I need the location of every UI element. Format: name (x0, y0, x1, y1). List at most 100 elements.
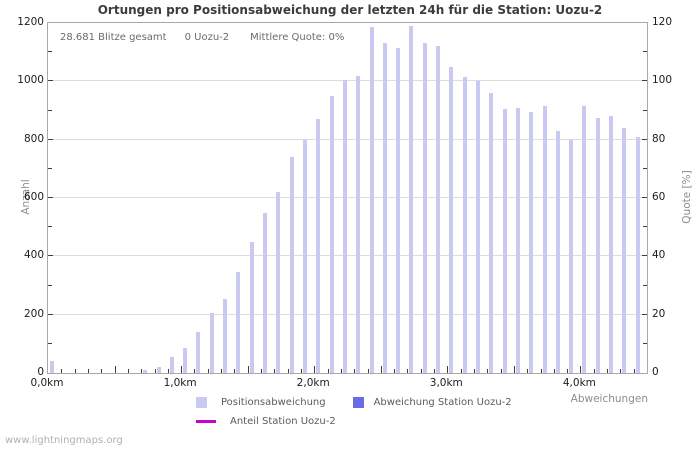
bar-positionsabweichung-1.3km (223, 298, 227, 373)
right-axis-label-100: 100 (652, 74, 673, 87)
watermark-text: www.lightningmaps.org (5, 435, 123, 446)
x-tick-1.2km (207, 369, 209, 373)
x-tick-0.7km (141, 369, 143, 373)
left-tick-900 (48, 109, 52, 111)
bar-positionsabweichung-1.2km (209, 313, 214, 373)
bar-positionsabweichung-2.6km (396, 47, 401, 373)
x-tick-3.6km (527, 369, 529, 373)
left-tick-800 (48, 138, 53, 140)
x-tick-0.1km (61, 369, 63, 373)
left-axis-label-1000: 1000 (17, 74, 44, 87)
x-tick-2.8km (420, 369, 422, 373)
bar-positionsabweichung-1.8km (289, 157, 294, 373)
right-tick-50 (643, 226, 647, 228)
x-tick-1.9km (300, 369, 302, 373)
x-tick-0.9km (167, 369, 169, 373)
x-tick-4.1km (593, 369, 595, 373)
gridline-200 (48, 313, 647, 315)
stat-mean-quote: Mittlere Quote: 0% (250, 32, 345, 43)
bar-positionsabweichung-2km (316, 119, 321, 373)
bar-positionsabweichung-1km (183, 348, 188, 373)
x-tick-2.2km (340, 369, 342, 373)
x-axis-label-1,0km: 1,0km (163, 377, 197, 389)
bar-positionsabweichung-2.9km (436, 46, 440, 373)
legend: Positionsabweichung Abweichung Station U… (196, 395, 512, 433)
left-axis-label-0: 0 (37, 366, 44, 378)
gridline-400 (48, 255, 647, 257)
left-tick-1100 (48, 51, 52, 53)
left-tick-1000 (48, 80, 53, 82)
bar-positionsabweichung-2.5km (382, 43, 387, 373)
right-tick-100 (642, 80, 647, 82)
x-tick-3.4km (500, 369, 502, 373)
right-tick-80 (642, 138, 647, 140)
bar-positionsabweichung-4.2km (609, 116, 614, 373)
x-tick-3.9km (567, 369, 569, 373)
x-tick-3.7km (540, 369, 542, 373)
x-tick-0.6km (127, 369, 129, 373)
bar-positionsabweichung-3.8km (555, 130, 560, 373)
x-tick-3.2km (474, 369, 475, 373)
legend-label-anteil-station: Anteil Station Uozu-2 (230, 416, 336, 427)
left-tick-100 (48, 342, 52, 344)
bar-positionsabweichung-0.8km (156, 367, 161, 373)
bar-positionsabweichung-4.1km (595, 117, 600, 373)
bar-positionsabweichung-3.7km (542, 106, 547, 373)
left-axis-label-600: 600 (23, 191, 44, 203)
right-tick-60 (642, 197, 647, 198)
left-tick-500 (48, 226, 52, 228)
x-tick-3.5km (513, 366, 515, 373)
bar-positionsabweichung-2.7km (409, 25, 414, 373)
bar-positionsabweichung-3.5km (515, 107, 520, 373)
x-tick-2.5km (380, 366, 382, 373)
x-tick-1.8km (287, 369, 289, 373)
right-axis-label-40: 40 (652, 249, 666, 262)
x-tick-0.8km (154, 369, 156, 373)
right-tick-20 (642, 313, 647, 315)
x-tick-4.3km (620, 369, 622, 373)
x-axis-label-4,0km: 4,0km (562, 377, 596, 389)
stat-total-strikes: 28.681 Blitze gesamt (60, 32, 167, 43)
x-tick-0.3km (87, 369, 89, 373)
x-tick-3km (447, 366, 449, 373)
bar-positionsabweichung-3.9km (569, 139, 574, 373)
right-axis-label-20: 20 (652, 307, 666, 320)
x-tick-2.9km (434, 369, 435, 373)
gridline-800 (48, 138, 647, 140)
plot-area: 28.681 Blitze gesamt 0 Uozu-2 Mittlere Quo… (47, 22, 648, 374)
x-axis-label-0,0km: 0,0km (30, 377, 64, 389)
left-tick-400 (48, 255, 53, 257)
bar-positionsabweichung-1.6km (263, 212, 267, 373)
left-tick-700 (48, 167, 52, 169)
bar-positionsabweichung-1.5km (249, 241, 254, 373)
bar-positionsabweichung-3.6km (529, 112, 534, 373)
x-tick-1.5km (247, 366, 249, 373)
x-tick-4.2km (607, 369, 609, 373)
x-tick-0.4km (101, 369, 103, 373)
bar-positionsabweichung-0.9km (169, 357, 174, 373)
x-tick-3.1km (460, 369, 462, 373)
x-axis-label-2,0km: 2,0km (296, 377, 330, 389)
x-tick-2.4km (367, 369, 369, 373)
stat-station-strikes: 0 Uozu-2 (184, 32, 230, 43)
gridline-600 (48, 197, 647, 198)
x-tick-2.1km (327, 369, 329, 373)
x-tick-1.3km (221, 369, 222, 373)
x-tick-1km (181, 366, 183, 373)
gridline-1000 (48, 80, 647, 82)
x-tick-2km (314, 366, 316, 373)
bar-positionsabweichung-2.8km (422, 43, 427, 373)
x-tick-1.1km (194, 369, 196, 373)
x-tick-4km (580, 366, 582, 373)
left-tick-300 (48, 284, 52, 286)
bar-positionsabweichung-2.4km (369, 27, 374, 373)
legend-line-anteil-station (196, 420, 216, 423)
x-tick-0.2km (74, 369, 76, 373)
x-tick-1.6km (261, 369, 262, 373)
right-tick-40 (642, 255, 647, 257)
left-tick-600 (48, 197, 53, 198)
chart-title: Ortungen pro Positionsabweichung der let… (97, 3, 603, 17)
bar-positionsabweichung-2.1km (329, 95, 334, 373)
left-axis-label-1200: 1200 (17, 16, 44, 28)
bar-positionsabweichung-4.3km (622, 128, 627, 373)
